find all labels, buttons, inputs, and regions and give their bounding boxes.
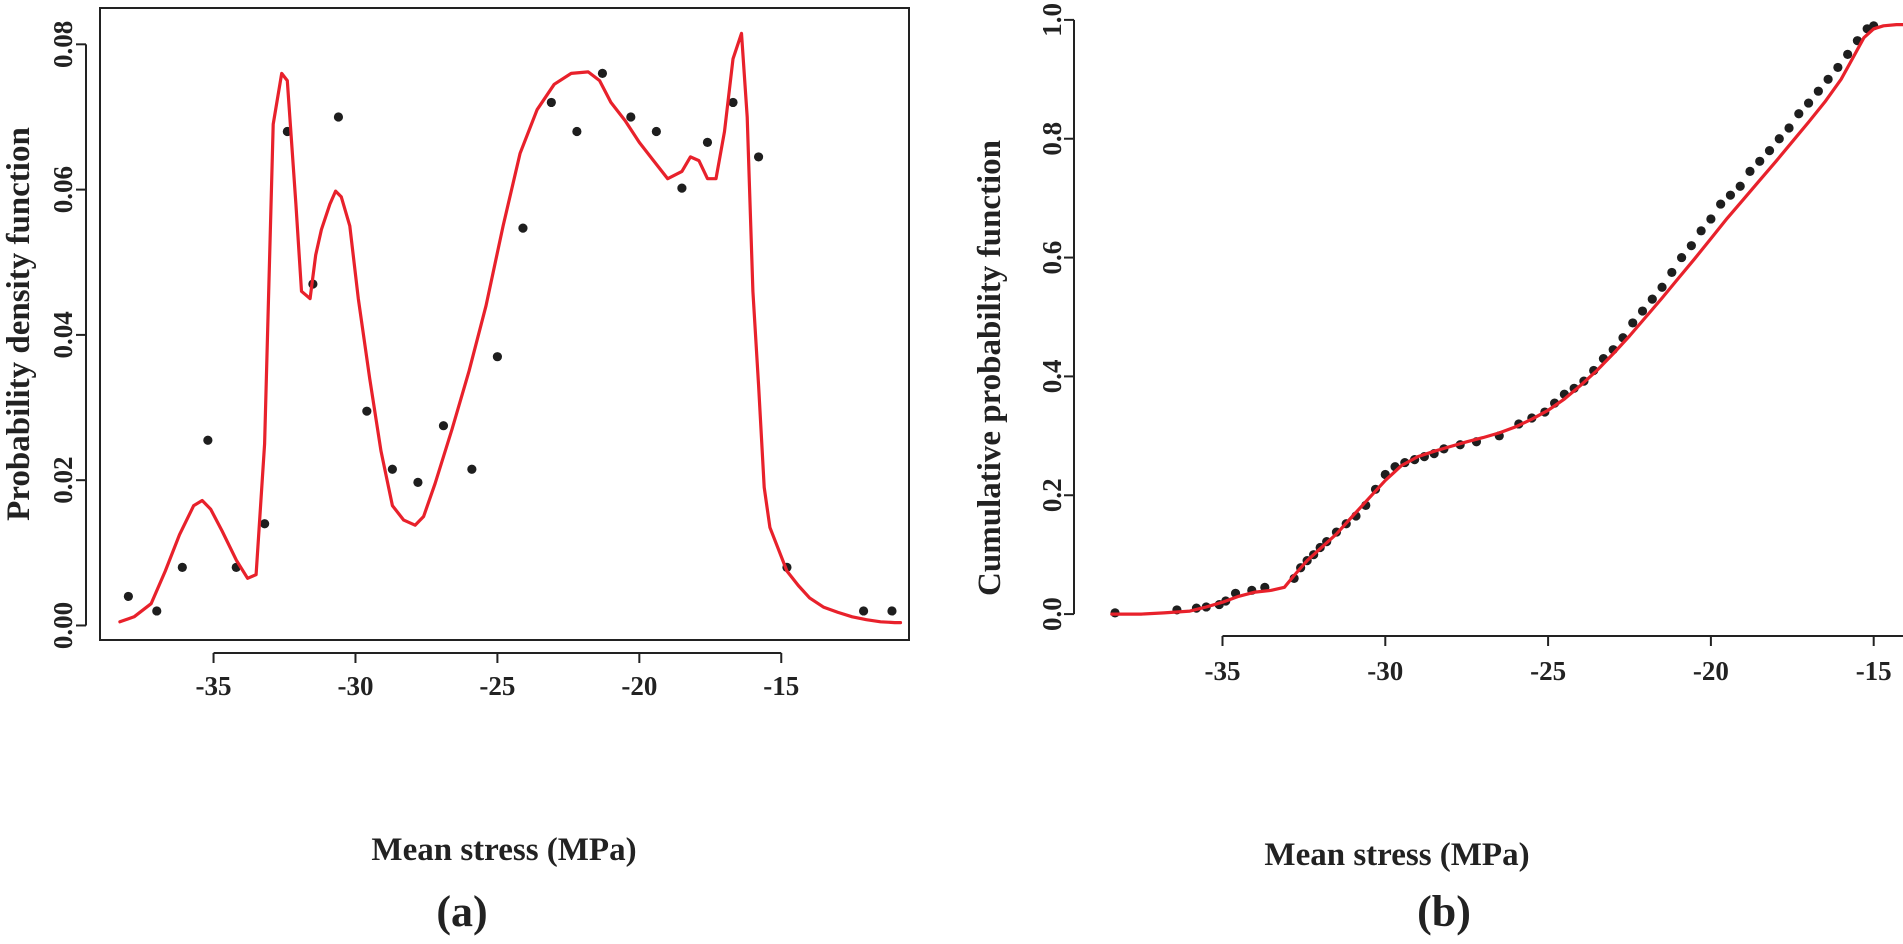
data-point	[1725, 190, 1736, 200]
y-tick-label: 1.0	[1037, 3, 1067, 37]
data-point	[203, 435, 213, 445]
chart-panel-a: -35 -30 -25 -20 -15 0.00 0.02 0.04 0.06 0.08 Mean…	[1, 7, 910, 936]
x-tick-label: -20	[621, 671, 657, 701]
data-point	[1647, 294, 1657, 304]
data-point	[362, 406, 372, 416]
data-point	[1716, 199, 1726, 209]
x-tick-label: -15	[1856, 656, 1892, 686]
data-point	[858, 606, 869, 616]
data-point	[728, 97, 738, 108]
data-point	[1764, 146, 1775, 156]
data-point	[753, 152, 764, 162]
y-axis-label: Probability density function	[1, 127, 37, 521]
plot-frame	[99, 7, 910, 641]
data-point	[1774, 134, 1784, 144]
data-point	[1686, 241, 1696, 251]
data-point	[387, 464, 397, 474]
fit-line	[118, 31, 903, 625]
data-point	[1696, 226, 1706, 236]
data-point	[1667, 267, 1677, 278]
data-point	[677, 183, 687, 193]
data-point	[572, 126, 582, 137]
data-point	[1628, 318, 1638, 328]
data-point	[1823, 74, 1833, 84]
y-tick-label: 0.02	[48, 457, 78, 504]
y-tick-label: 0.08	[48, 21, 78, 68]
y-tick-label: 0.8	[1037, 122, 1067, 156]
data-point	[1755, 156, 1765, 166]
x-tick-label: -35	[1204, 656, 1240, 686]
x-tick-label: -35	[196, 671, 232, 701]
data-point	[1833, 62, 1843, 73]
y-axis-label: Cumulative probability function	[972, 140, 1008, 596]
data-point	[333, 112, 344, 122]
data-point	[123, 591, 133, 602]
y-tick-label: 0.6	[1037, 241, 1067, 275]
data-point	[518, 223, 528, 233]
axes: -35 -30 -25 -20 -15 0.00 0.02 0.04 0.06 0.08	[48, 21, 799, 701]
data-point	[467, 464, 477, 474]
data-point	[1637, 306, 1648, 316]
x-tick-label: -20	[1693, 656, 1729, 686]
data-point	[651, 126, 661, 137]
data-point	[1813, 86, 1823, 96]
x-tick-label: -30	[1367, 656, 1403, 686]
data-point	[413, 477, 423, 487]
x-axis-label: Mean stress (MPa)	[1264, 837, 1529, 873]
data-layer	[1110, 21, 1903, 618]
data-point	[546, 97, 556, 108]
y-tick-label: 0.0	[1037, 597, 1067, 631]
data-point	[1735, 181, 1745, 191]
y-tick-label: 0.4	[1037, 360, 1067, 394]
data-point	[1843, 49, 1853, 59]
data-point	[260, 519, 270, 529]
data-point	[152, 606, 162, 616]
data-point	[438, 421, 449, 431]
x-axis-label: Mean stress (MPa)	[371, 832, 636, 868]
data-point	[626, 112, 636, 122]
data-point	[1745, 166, 1755, 177]
data-layer	[118, 31, 903, 625]
y-tick-label: 0.00	[48, 602, 78, 649]
data-point	[177, 562, 187, 572]
x-tick-label: -15	[763, 671, 799, 701]
panel-label: (a)	[436, 887, 487, 936]
data-point	[887, 606, 897, 616]
chart-panel-b: -35 -30 -25 -20 -15 0.0 0.2 0.4 0.6 0.8 1.0 Mean s…	[972, 3, 1903, 936]
data-point	[1794, 109, 1804, 119]
x-tick-label: -25	[479, 671, 515, 701]
data-point	[1706, 214, 1716, 224]
axes: -35 -30 -25 -20 -15 0.0 0.2 0.4 0.6 0.8 1.0	[1037, 3, 1903, 686]
data-point	[1803, 98, 1814, 108]
data-point	[1676, 252, 1687, 263]
x-tick-label: -25	[1530, 656, 1566, 686]
data-point	[597, 68, 608, 78]
data-point	[702, 137, 713, 147]
data-point	[1657, 282, 1667, 292]
fit-line	[1110, 23, 1903, 616]
y-tick-label: 0.04	[48, 311, 78, 358]
panel-label: (b)	[1417, 887, 1471, 936]
data-point	[1784, 123, 1794, 133]
data-point	[492, 352, 503, 362]
x-tick-label: -30	[337, 671, 373, 701]
y-tick-label: 0.06	[48, 166, 78, 213]
y-tick-label: 0.2	[1037, 478, 1067, 512]
